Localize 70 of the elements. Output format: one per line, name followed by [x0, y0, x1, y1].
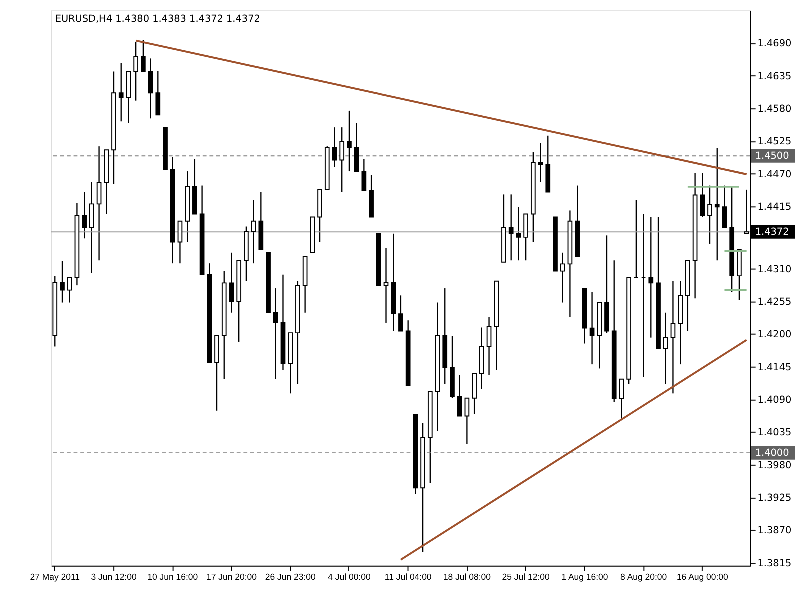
ref-line-label: 1.4500 — [755, 150, 790, 162]
y-tick-label: 1.4090 — [758, 394, 792, 406]
y-tick-label: 1.4035 — [758, 428, 792, 439]
y-tick-label: 1.4200 — [758, 330, 792, 341]
x-tick-label: 17 Jun 20:00 — [206, 572, 258, 582]
y-tick-label: 1.4470 — [758, 169, 792, 180]
candlestick — [457, 374, 462, 417]
candlestick — [670, 280, 676, 394]
candlestick — [700, 172, 706, 218]
x-tick-label: 1 Aug 16:00 — [562, 572, 608, 582]
candlestick — [347, 110, 352, 172]
candlestick — [362, 158, 367, 192]
ref-line-label: 1.4372 — [755, 227, 790, 238]
candlestick — [708, 185, 712, 245]
candlestick — [619, 378, 624, 420]
ref-line-label: 1.4000 — [755, 448, 790, 459]
candlestick — [273, 288, 278, 380]
x-tick-label: 8 Aug 20:00 — [620, 572, 668, 582]
candlestick — [486, 316, 492, 376]
candlestick — [118, 62, 124, 122]
candlestick — [524, 214, 528, 262]
candlestick — [508, 194, 514, 262]
candlestick — [464, 398, 470, 445]
candlestick — [722, 185, 728, 229]
candlestick — [67, 277, 72, 304]
candlestick — [178, 220, 183, 264]
candlestick — [82, 192, 87, 240]
candlestick — [156, 70, 161, 116]
x-tick-label: 27 May 2011 — [30, 572, 80, 582]
candlestick — [398, 295, 404, 332]
candlestick — [384, 248, 389, 324]
y-tick-label: 1.3815 — [758, 558, 792, 570]
candlestick — [516, 206, 522, 262]
candlestick — [340, 126, 345, 193]
y-tick-label: 1.4690 — [758, 38, 792, 50]
candlestick — [663, 312, 668, 385]
candlestick — [148, 58, 154, 120]
x-tick-label: 26 Jun 23:00 — [265, 572, 316, 582]
candlestick — [134, 41, 138, 102]
x-tick-label: 18 Jul 08:00 — [443, 572, 492, 582]
candlestick — [332, 126, 338, 168]
x-tick-label: 16 Aug 00:00 — [676, 572, 728, 582]
x-tick-label: 10 Jun 16:00 — [148, 572, 198, 582]
y-tick-label: 1.4255 — [758, 296, 792, 308]
y-tick-label: 1.4310 — [758, 264, 792, 276]
x-tick-label: 4 Jul 00:00 — [328, 572, 371, 582]
y-tick-label: 1.3980 — [758, 460, 792, 472]
chart-title: EURUSD,H4 1.4380 1.4383 1.4372 1.4372 — [55, 14, 260, 26]
candlestick — [96, 146, 102, 262]
x-tick-label: 11 Jul 04:00 — [384, 572, 432, 582]
y-tick-label: 1.4580 — [758, 104, 792, 115]
candlestick — [590, 292, 595, 366]
candlestick — [354, 122, 360, 172]
candlestick — [560, 252, 566, 304]
candlestick — [714, 148, 720, 262]
y-tick-label: 1.3925 — [758, 492, 792, 504]
candlestick — [141, 40, 146, 72]
y-tick-label: 1.4415 — [758, 202, 792, 213]
candlestick — [90, 182, 94, 274]
candlestick — [229, 252, 234, 314]
y-tick-label: 1.4635 — [758, 71, 792, 82]
y-tick-label: 1.4525 — [758, 136, 792, 148]
x-tick-label: 3 Jun 12:00 — [91, 572, 137, 582]
candlestick — [251, 199, 256, 264]
candlestick — [648, 216, 654, 338]
candlestick — [538, 142, 544, 183]
y-tick-label: 1.3870 — [758, 526, 792, 537]
x-tick-label: 25 Jul 12:00 — [502, 572, 550, 582]
candlestick — [60, 260, 65, 304]
y-tick-label: 1.4145 — [758, 362, 792, 374]
